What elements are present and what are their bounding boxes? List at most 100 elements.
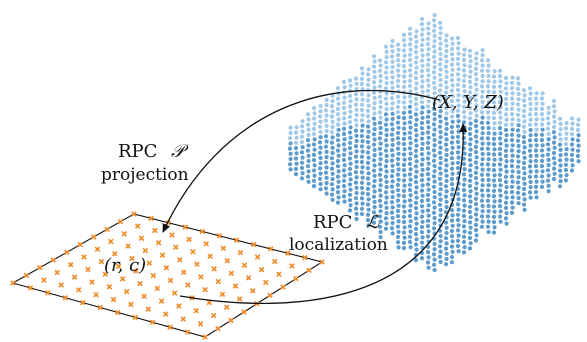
cloud-point	[467, 48, 473, 53]
localization-label-text: localization	[289, 235, 388, 255]
cloud-point	[539, 122, 545, 127]
cloud-point	[395, 104, 401, 110]
cloud-point	[474, 207, 479, 212]
cloud-point	[390, 153, 395, 158]
cloud-point	[509, 164, 515, 169]
cloud-point	[449, 140, 455, 145]
cloud-point	[371, 64, 377, 69]
cloud-point	[359, 159, 365, 165]
cloud-point	[293, 172, 299, 177]
localization-label: RPC ℒ localization	[289, 212, 388, 255]
image-cross-mark	[215, 325, 221, 332]
cloud-point	[354, 190, 359, 196]
cloud-point	[438, 77, 443, 83]
cloud-point	[467, 74, 473, 79]
cloud-point	[437, 124, 443, 129]
cloud-point	[377, 94, 383, 99]
cloud-point	[521, 202, 527, 207]
cloud-point	[492, 95, 497, 100]
cloud-point	[312, 173, 317, 178]
cloud-point	[431, 18, 437, 23]
cloud-point	[486, 73, 491, 79]
cloud-point	[455, 98, 461, 103]
cloud-point	[449, 150, 455, 156]
cloud-point	[444, 178, 449, 184]
image-cross-mark	[186, 236, 192, 243]
cloud-point	[312, 147, 317, 152]
cloud-point	[492, 157, 497, 162]
cloud-point	[534, 195, 539, 200]
cloud-point	[342, 163, 347, 168]
cloud-point	[456, 41, 461, 46]
cloud-point	[390, 194, 395, 200]
cloud-point	[552, 109, 557, 114]
cloud-point	[431, 80, 437, 85]
image-cross-mark	[224, 257, 231, 264]
cloud-point	[527, 86, 533, 91]
cloud-point	[432, 247, 437, 252]
cloud-point	[425, 78, 431, 83]
cloud-point	[468, 85, 473, 90]
cloud-point	[395, 146, 401, 151]
cloud-point	[395, 188, 401, 193]
cloud-point	[426, 229, 431, 234]
cloud-point	[504, 107, 509, 112]
cloud-point	[444, 100, 449, 106]
cloud-point	[383, 148, 389, 153]
cloud-point	[503, 127, 509, 133]
cloud-point	[407, 146, 413, 151]
cloud-point	[402, 131, 407, 136]
cloud-point	[390, 116, 395, 122]
cloud-point	[354, 138, 359, 144]
cloud-point	[497, 120, 503, 125]
cloud-point	[455, 72, 461, 77]
cloud-point	[395, 234, 401, 240]
cloud-point	[318, 187, 323, 192]
cloud-point	[408, 89, 413, 94]
image-cross-mark	[50, 257, 57, 263]
image-plane	[11, 213, 324, 338]
image-cross-mark	[93, 291, 99, 298]
cloud-point	[347, 192, 353, 197]
cloud-point	[317, 150, 323, 155]
cloud-point	[467, 168, 473, 173]
cloud-point	[407, 135, 413, 141]
cloud-point	[396, 73, 401, 78]
cloud-point	[516, 97, 521, 102]
cloud-point	[569, 152, 575, 157]
cloud-point	[467, 157, 473, 163]
cloud-point	[407, 161, 413, 167]
cloud-point	[438, 67, 443, 72]
cloud-point	[389, 96, 395, 101]
cloud-point	[335, 174, 341, 179]
cloud-point	[497, 136, 503, 141]
cloud-point	[462, 151, 467, 156]
cloud-point	[354, 123, 359, 128]
cloud-point	[389, 200, 395, 205]
cloud-point	[534, 91, 539, 96]
cloud-point	[474, 181, 479, 186]
cloud-point	[372, 205, 377, 210]
cloud-point	[444, 74, 449, 80]
cloud-point	[413, 34, 419, 39]
cloud-point	[377, 68, 383, 73]
image-cross-mark	[162, 311, 169, 317]
cloud-point	[354, 133, 359, 138]
cloud-point	[551, 98, 557, 104]
cloud-point	[413, 86, 419, 91]
cloud-point	[432, 267, 437, 273]
cloud-point	[306, 127, 311, 132]
cloud-point	[474, 87, 479, 92]
cloud-point	[323, 108, 329, 113]
cloud-point	[485, 110, 491, 115]
cloud-point	[371, 220, 377, 225]
cloud-point	[366, 77, 371, 82]
cloud-point	[504, 117, 509, 122]
cloud-point	[443, 194, 449, 199]
cloud-point	[540, 153, 545, 158]
cloud-point	[474, 191, 479, 196]
cloud-point	[437, 114, 443, 119]
cloud-point	[348, 135, 353, 140]
cloud-point	[563, 167, 569, 173]
cloud-point	[407, 78, 413, 83]
